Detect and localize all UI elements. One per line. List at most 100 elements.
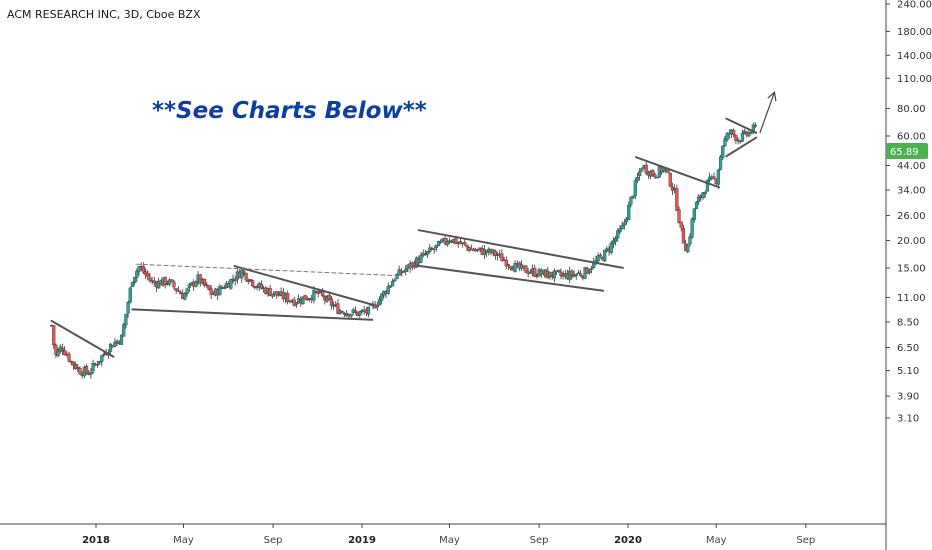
candle-body [100, 355, 104, 362]
candle-body [609, 242, 613, 254]
candle [640, 167, 644, 172]
candle [78, 366, 82, 375]
candle [439, 239, 443, 245]
candle-body [198, 274, 202, 284]
candle [524, 265, 528, 273]
x-tick-label: May [173, 535, 194, 546]
candle [633, 177, 637, 200]
candle-body [119, 334, 124, 345]
candle [133, 277, 137, 286]
candle-body [736, 139, 740, 142]
candle [629, 196, 633, 208]
candle [697, 194, 701, 206]
candle-body [126, 302, 130, 314]
candle [353, 306, 358, 315]
candle [622, 219, 626, 230]
candle-body [718, 156, 723, 170]
candle [187, 282, 191, 293]
candle-body [504, 259, 508, 267]
candle [495, 252, 500, 261]
candle-body [587, 270, 591, 273]
candle-body [391, 281, 395, 287]
candle-body [651, 170, 655, 176]
candle-body [366, 306, 371, 315]
y-tick-label: 8.50 [897, 317, 919, 328]
candle [747, 130, 751, 138]
candle-body [622, 222, 626, 226]
candle-body [548, 271, 552, 277]
candle-body [723, 138, 727, 147]
candle-body [54, 344, 58, 355]
candle [292, 296, 296, 307]
candle-body [205, 284, 209, 286]
candle-body [640, 168, 644, 172]
candle [557, 269, 561, 273]
candle [246, 278, 250, 285]
candle-body [740, 132, 745, 142]
candle-body [209, 288, 213, 295]
candle-body [679, 221, 683, 228]
candle-body [52, 325, 56, 345]
candle [358, 310, 362, 320]
candle [535, 273, 539, 279]
candle [268, 284, 272, 297]
candle-body [576, 272, 581, 275]
trendline-channel-top [417, 229, 624, 269]
y-axis-ticks: 240.00 180.00 140.00 110.00 80.00 60.00 44.00 3… [886, 0, 932, 425]
candle-body [321, 291, 325, 296]
candle-body [141, 266, 145, 273]
candle [386, 282, 390, 296]
candle [688, 233, 692, 247]
candle-body [108, 343, 113, 352]
candle [91, 359, 95, 375]
candle [176, 286, 180, 292]
candle-body [301, 296, 305, 305]
candle-body [248, 279, 253, 281]
candle [98, 361, 102, 365]
candle [174, 288, 178, 295]
candle-body [428, 247, 432, 252]
candle-body [329, 298, 333, 306]
candle-body [471, 248, 476, 251]
y-tick-label: 60.00 [897, 131, 926, 142]
candle [686, 243, 690, 254]
candle [391, 278, 395, 287]
candle [445, 238, 449, 247]
candle-body [533, 267, 537, 277]
candle [423, 250, 428, 256]
candle [329, 296, 333, 310]
candle-body [98, 361, 102, 364]
candle [598, 252, 602, 259]
candle [128, 286, 132, 304]
candle-body [174, 288, 178, 291]
candle-body [447, 240, 452, 242]
candle [681, 224, 685, 244]
candle [740, 129, 745, 143]
candle-body [275, 291, 279, 296]
candle-body [443, 237, 447, 244]
candle [336, 298, 340, 315]
y-tick-label: 140.00 [897, 51, 932, 62]
candle-body [152, 280, 156, 284]
candle-body [629, 196, 633, 205]
candle [231, 274, 235, 284]
candle-body [493, 250, 497, 256]
candle [52, 325, 56, 350]
x-tick-label: Sep [530, 535, 549, 546]
x-tick-label: May [706, 535, 727, 546]
candle-body [690, 218, 694, 238]
candle [377, 296, 382, 306]
candle [675, 184, 679, 212]
candle [425, 250, 430, 258]
candle [716, 168, 720, 189]
candle-body [681, 227, 685, 244]
candle-body [375, 305, 379, 308]
candle-body [259, 283, 264, 289]
candle-body [124, 313, 128, 326]
candle-body [286, 293, 290, 302]
candle [725, 131, 729, 142]
candle [366, 306, 371, 318]
candle [130, 281, 135, 288]
candle [54, 343, 58, 359]
